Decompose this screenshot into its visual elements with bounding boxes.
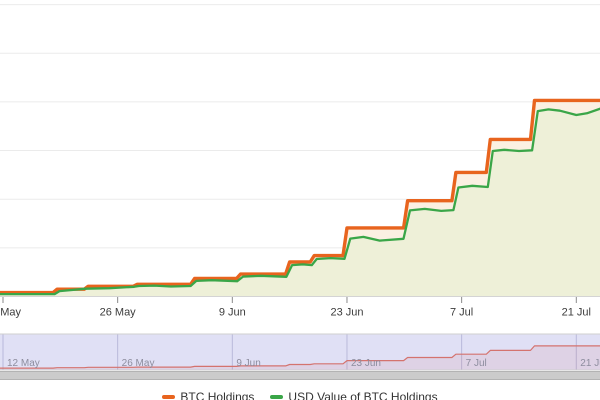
navigator-label: 21 Jul [580,358,600,369]
navigator-label: 12 May [7,358,40,369]
x-axis-label: 12 May [0,307,22,319]
navigator-label: 26 May [122,358,155,369]
legend-label-usd-value: USD Value of BTC Holdings [288,390,438,400]
x-axis-label: 21 Jul [562,307,591,319]
navigator-label: 7 Jul [466,358,487,369]
navigator-label: 9 Jun [236,358,260,369]
legend-item-btc-holdings[interactable]: BTC Holdings [162,391,254,400]
x-axis-label: 9 Jun [219,307,246,319]
legend-label-btc-holdings: BTC Holdings [180,390,255,400]
x-axis-label: 23 Jun [330,307,363,319]
legend-swatch-usd-value-icon [270,394,284,399]
navigator-pane[interactable]: 12 May 26 May 9 Jun 23 Jun 7 Jul 21 Jul [0,333,600,371]
legend: BTC Holdings USD Value of BTC Holdings [0,391,600,400]
scrollbar[interactable] [0,371,600,380]
legend-item-usd-value[interactable]: USD Value of BTC Holdings [270,390,438,400]
x-axis-label: 7 Jul [450,307,473,319]
main-chart-plot-area: 12 May 26 May 9 Jun 23 Jun 7 Jul 21 Jul [0,4,600,319]
legend-swatch-btc-holdings-icon [162,394,176,399]
x-axis-label: 26 May [100,307,137,319]
navigator-label: 23 Jun [351,358,381,369]
